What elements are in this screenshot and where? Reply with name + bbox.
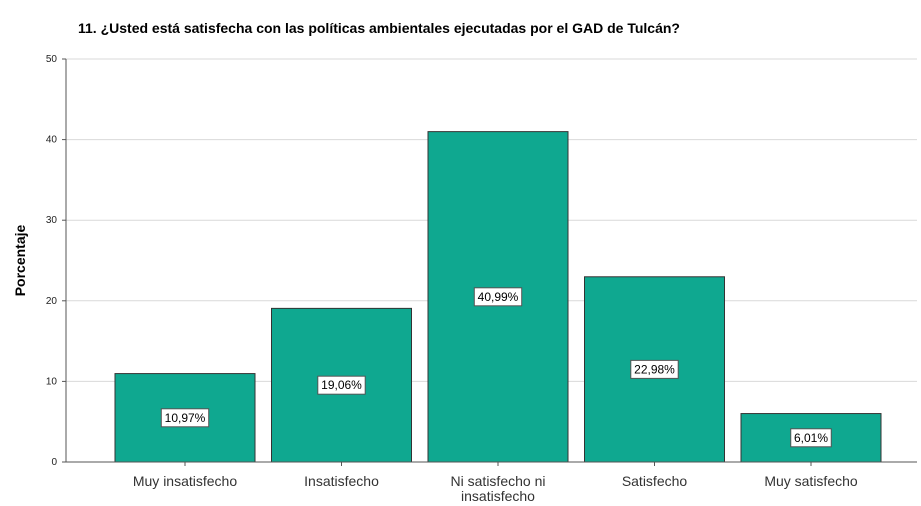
y-axis-ticks: 0 10 20 30 40 50 <box>46 54 66 468</box>
data-label: 6,01% <box>794 431 828 445</box>
x-tick-label: Insatisfecho <box>304 473 379 489</box>
x-tick-label: Satisfecho <box>622 473 688 489</box>
y-tick-label: 10 <box>46 376 58 387</box>
y-axis-label: Porcentaje <box>12 224 28 296</box>
data-label-box <box>630 359 679 379</box>
data-label: 19,06% <box>321 378 362 392</box>
data-label-box <box>160 408 210 428</box>
data-labels: 10,97% 19,06% 40,99% 22,98% 6,01% <box>160 287 832 448</box>
x-tick-label: Ni satisfecho ni <box>451 473 546 489</box>
y-tick-label: 0 <box>51 457 57 468</box>
x-axis-ticks: Muy insatisfecho Insatisfecho Ni satisfech… <box>133 462 858 504</box>
data-label: 22,98% <box>634 362 675 376</box>
y-tick-label: 40 <box>46 135 58 146</box>
data-label-box <box>790 428 832 448</box>
chart-title: 11. ¿Usted está satisfecha con las polít… <box>78 20 680 36</box>
y-tick-label: 50 <box>46 54 58 65</box>
x-tick-label: Muy satisfecho <box>764 473 858 489</box>
data-label: 10,97% <box>165 411 206 425</box>
data-label-box <box>473 287 523 307</box>
y-tick-label: 30 <box>46 215 58 226</box>
data-label-box <box>317 375 366 395</box>
y-tick-label: 20 <box>46 296 58 307</box>
data-label: 40,99% <box>478 290 519 304</box>
x-tick-label: insatisfecho <box>461 488 535 504</box>
x-tick-label: Muy insatisfecho <box>133 473 237 489</box>
